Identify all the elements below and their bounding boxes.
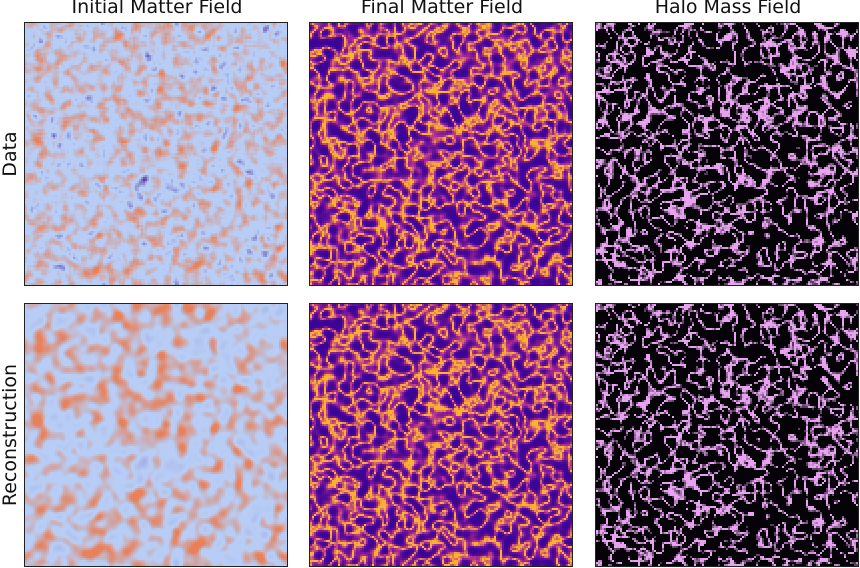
- panel-reconstruction-final-matter: [309, 303, 573, 567]
- field-image: [310, 23, 572, 285]
- field-image: [310, 304, 572, 566]
- row-label-reconstruction: Reconstruction: [0, 363, 21, 507]
- field-image: [596, 23, 858, 285]
- column-title-halo: Halo Mass Field: [654, 0, 802, 18]
- row-label-data: Data: [0, 131, 21, 177]
- panel-data-halo-mass: [595, 22, 859, 286]
- column-title-initial: Initial Matter Field: [71, 0, 243, 18]
- panel-data-final-matter: [309, 22, 573, 286]
- field-image: [25, 23, 287, 285]
- panel-data-initial-matter: [24, 22, 288, 286]
- panel-reconstruction-halo-mass: [595, 303, 859, 567]
- column-title-final: Final Matter Field: [360, 0, 524, 18]
- panel-reconstruction-initial-matter: [24, 303, 288, 567]
- field-image: [596, 304, 858, 566]
- field-image: [25, 304, 287, 566]
